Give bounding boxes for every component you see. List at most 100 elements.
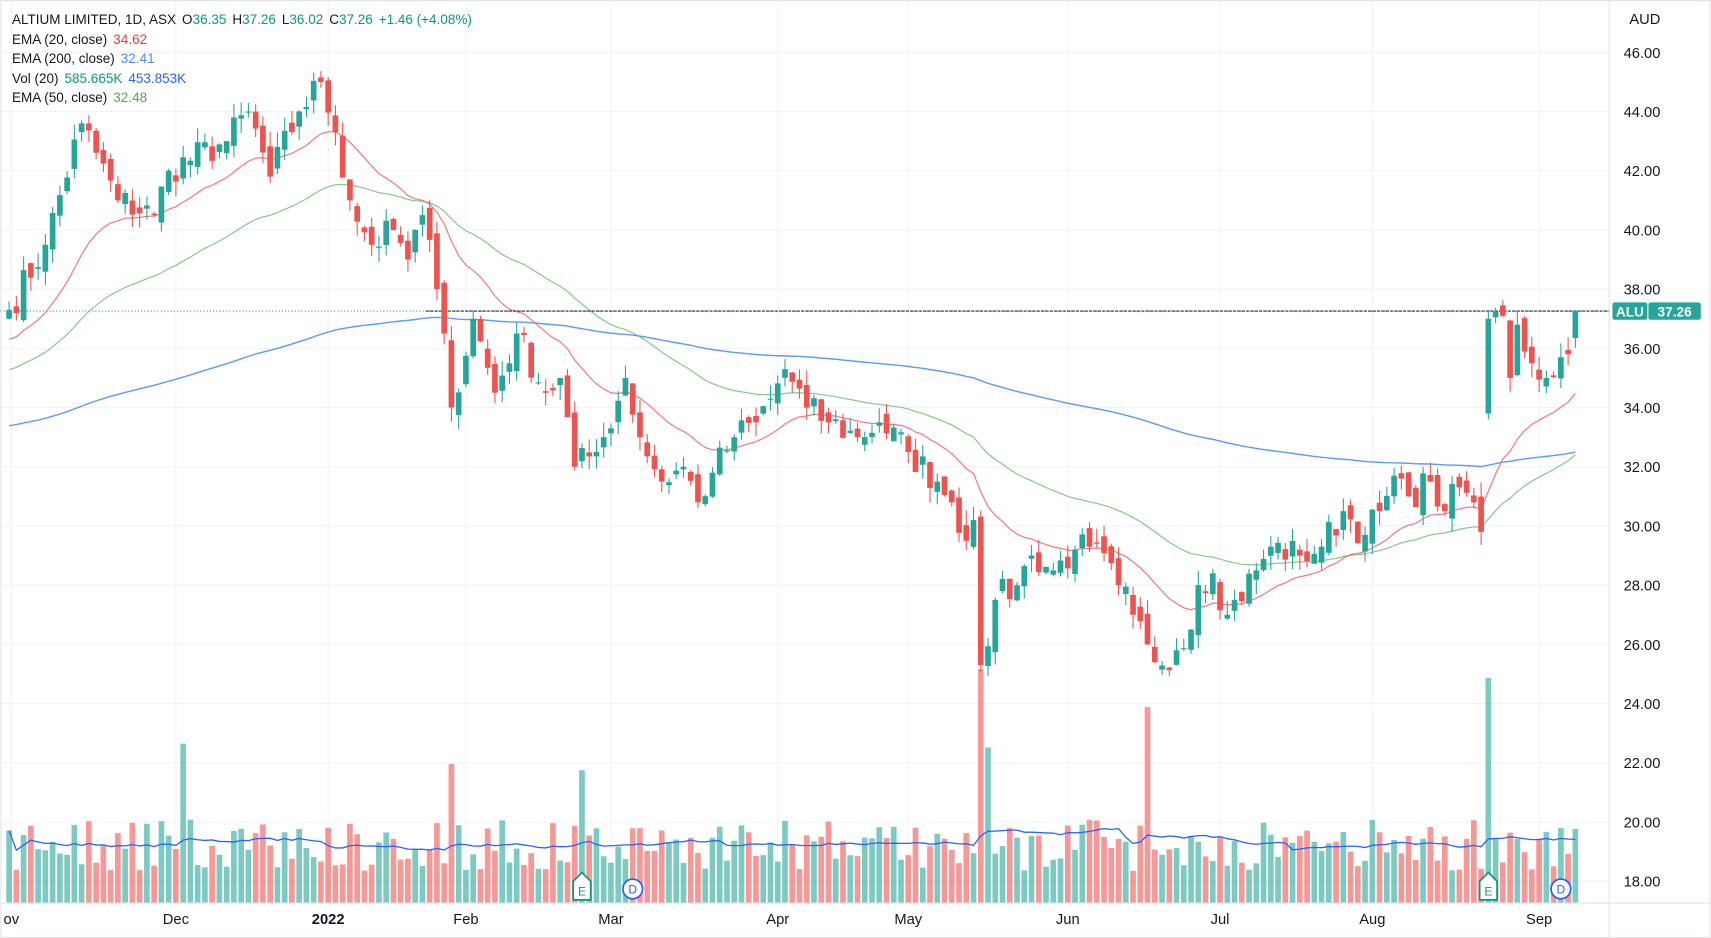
currency-label: AUD	[1629, 12, 1660, 28]
volume-bar	[1333, 841, 1339, 904]
volume-bar	[412, 849, 419, 904]
volume-bar	[376, 842, 382, 904]
volume-bar	[716, 826, 723, 904]
candle-body	[1130, 594, 1136, 615]
candle-body	[332, 115, 339, 133]
volume-bar	[702, 868, 709, 904]
volume-bar	[1492, 838, 1499, 904]
volume-bar	[194, 864, 201, 904]
candle-body	[13, 306, 20, 314]
volume-bar	[1456, 869, 1463, 904]
candle-body	[818, 399, 825, 421]
candle-body	[557, 377, 564, 386]
price-change: +1.46 (+4.08%)	[378, 12, 472, 27]
volume-bar	[1006, 827, 1013, 904]
candle-body	[1253, 570, 1260, 580]
volume-bar	[42, 850, 49, 904]
candle-body	[455, 392, 462, 416]
volume-bar	[361, 870, 368, 904]
volume-bar	[593, 828, 600, 904]
volume-bar	[919, 867, 926, 904]
volume-bar	[644, 850, 651, 904]
indicator-ema20[interactable]: EMA (20, close) 34.62	[12, 30, 478, 50]
candle-body	[912, 449, 919, 473]
candle-body	[1108, 546, 1115, 564]
volume-bar	[825, 821, 832, 904]
volume-bar	[600, 856, 607, 904]
earnings-marker-label: E	[578, 884, 586, 898]
candle-body	[1391, 475, 1397, 497]
candle-body	[1217, 582, 1223, 611]
volume-bar	[1267, 834, 1274, 904]
volume-bar	[274, 867, 281, 904]
volume-bar	[397, 859, 404, 904]
candle-body	[376, 246, 382, 248]
last-price-tag	[1648, 302, 1701, 320]
candle-body	[745, 417, 752, 423]
volume-bar	[1391, 839, 1397, 904]
candle-body	[1166, 667, 1173, 671]
candle-body	[782, 369, 788, 378]
candle-body	[615, 400, 622, 423]
price-tick-label: 42.00	[1624, 164, 1661, 180]
volume-bar	[180, 743, 186, 904]
time-tick-label: Jun	[1056, 912, 1080, 928]
volume-bar	[1043, 866, 1049, 904]
candle-body	[1180, 648, 1187, 650]
candle-body	[28, 263, 34, 278]
volume-bar	[1420, 838, 1426, 904]
candle-body	[492, 363, 498, 393]
indicator-value: 32.41	[120, 51, 155, 66]
volume-bar	[1514, 839, 1521, 904]
volume-bar	[774, 861, 781, 904]
volume-bar	[1086, 819, 1093, 904]
volume-bar	[927, 846, 933, 904]
candle-body	[1354, 521, 1361, 544]
volume-bar	[796, 869, 803, 904]
volume-bar	[963, 833, 970, 904]
volume-bar	[586, 835, 593, 904]
volume-bar	[521, 864, 527, 904]
symbol-row[interactable]: ALTIUM LIMITED, 1D, ASX O36.35 H37.26 L36.0…	[12, 10, 478, 30]
volume-bar	[1202, 856, 1209, 904]
volume-bar	[310, 857, 317, 904]
candle-body	[992, 599, 999, 653]
volume-bar	[383, 832, 390, 904]
candle-body	[115, 184, 121, 201]
candle-body	[658, 469, 665, 482]
volume-bar	[738, 825, 745, 904]
indicator-volume[interactable]: Vol (20) 585.665K 453.853K	[12, 69, 478, 89]
volume-bar	[93, 862, 99, 904]
volume-bar	[1507, 832, 1513, 904]
price-tick-label: 44.00	[1624, 105, 1661, 121]
indicator-ema50[interactable]: EMA (50, close) 32.48	[12, 88, 478, 108]
candle-body	[1405, 472, 1412, 497]
candle-body	[419, 215, 426, 225]
candle-body	[1289, 540, 1296, 557]
candle-body	[789, 372, 796, 382]
last-price-tag-label: 37.26	[1658, 305, 1693, 320]
indicator-ema200[interactable]: EMA (200, close) 32.41	[12, 49, 478, 69]
volume-bar	[564, 862, 571, 904]
candle-body	[1014, 585, 1020, 601]
volume-bar	[122, 848, 128, 904]
volume-bar	[303, 847, 310, 904]
volume-bar	[86, 821, 92, 904]
candle-body	[1529, 346, 1535, 364]
candle-body	[847, 430, 854, 433]
volume-bar	[985, 747, 991, 904]
volume-bar	[1159, 854, 1165, 904]
volume-bar	[803, 835, 810, 904]
candle-body	[1442, 504, 1448, 512]
volume-bar	[1289, 842, 1296, 904]
candle-body	[985, 646, 991, 667]
volume-bar	[107, 870, 114, 904]
candle-body	[644, 442, 651, 457]
candle-body	[702, 496, 709, 505]
candle-body	[252, 111, 259, 129]
volume-bar	[1442, 836, 1448, 904]
candle-body	[1420, 473, 1426, 516]
